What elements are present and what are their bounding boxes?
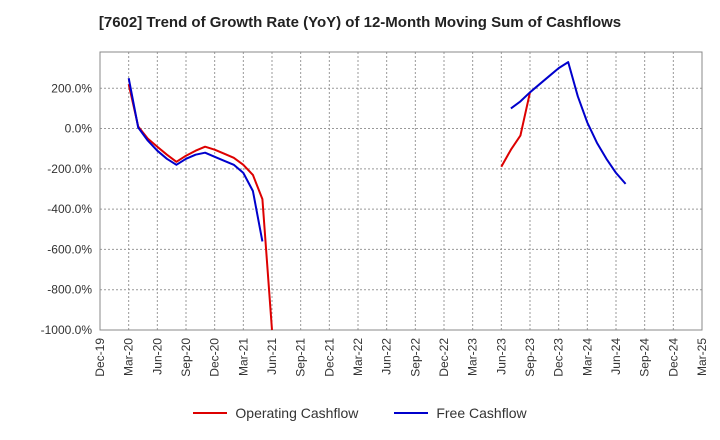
- legend-label-operating: Operating Cashflow: [235, 405, 359, 421]
- y-tick-label: 0.0%: [65, 122, 93, 136]
- chart-title: [7602] Trend of Growth Rate (YoY) of 12-…: [98, 14, 622, 31]
- axes: 200.0% 0.0% -200.0% -400.0% -600.0% -800.0% -1…: [41, 51, 709, 377]
- legend-label-free: Free Cashflow: [436, 405, 527, 421]
- x-tick-label: Mar-25: [695, 338, 709, 376]
- x-tick-label: Dec-22: [437, 338, 451, 377]
- y-tick-label: -1000.0%: [41, 323, 93, 337]
- x-tick-label: Sep-22: [408, 338, 422, 377]
- y-tick-label: -600.0%: [47, 242, 92, 256]
- series-lines: [127, 61, 627, 331]
- free-cashflow-line: [127, 78, 264, 242]
- legend-swatch-free: [394, 412, 429, 414]
- y-tick-label: -400.0%: [47, 202, 92, 216]
- x-tick-label: Mar-22: [351, 338, 365, 376]
- x-tick-label: Jun-24: [609, 338, 623, 375]
- y-tick-label: -200.0%: [47, 162, 92, 176]
- x-tick-label: Sep-24: [638, 338, 652, 377]
- x-tick-label: Dec-23: [552, 338, 566, 377]
- x-tick-label: Mar-24: [580, 338, 594, 376]
- legend-item-operating-cashflow: Operating Cashflow: [193, 405, 358, 421]
- plot-frame: [99, 51, 703, 331]
- x-tick-label: Sep-21: [294, 338, 308, 377]
- x-tick-label: Jun-22: [380, 338, 394, 375]
- x-tick-label: Dec-20: [208, 338, 222, 377]
- x-tick-label: Jun-20: [150, 338, 164, 375]
- x-tick-label: Mar-20: [122, 338, 136, 376]
- operating-cashflow-line: [500, 92, 531, 168]
- x-tick-label: Sep-23: [523, 338, 537, 377]
- legend-item-free-cashflow: Free Cashflow: [394, 405, 527, 421]
- x-tick-label: Dec-21: [322, 338, 336, 377]
- y-tick-label: -800.0%: [47, 283, 92, 297]
- x-tick-label: Mar-23: [466, 338, 480, 376]
- x-tick-label: Jun-23: [494, 338, 508, 375]
- x-tick-label: Dec-19: [93, 338, 107, 377]
- x-tick-label: Jun-21: [265, 338, 279, 375]
- legend: Operating Cashflow Free Cashflow: [0, 405, 720, 421]
- y-tick-label: 200.0%: [51, 81, 92, 95]
- operating-cashflow-line: [127, 83, 273, 331]
- x-tick-label: Sep-20: [179, 338, 193, 377]
- x-tick-label: Mar-21: [236, 338, 250, 376]
- gridlines: [100, 52, 702, 330]
- free-cashflow-line: [510, 61, 627, 185]
- x-tick-label: Dec-24: [666, 338, 680, 377]
- legend-swatch-operating: [193, 412, 228, 414]
